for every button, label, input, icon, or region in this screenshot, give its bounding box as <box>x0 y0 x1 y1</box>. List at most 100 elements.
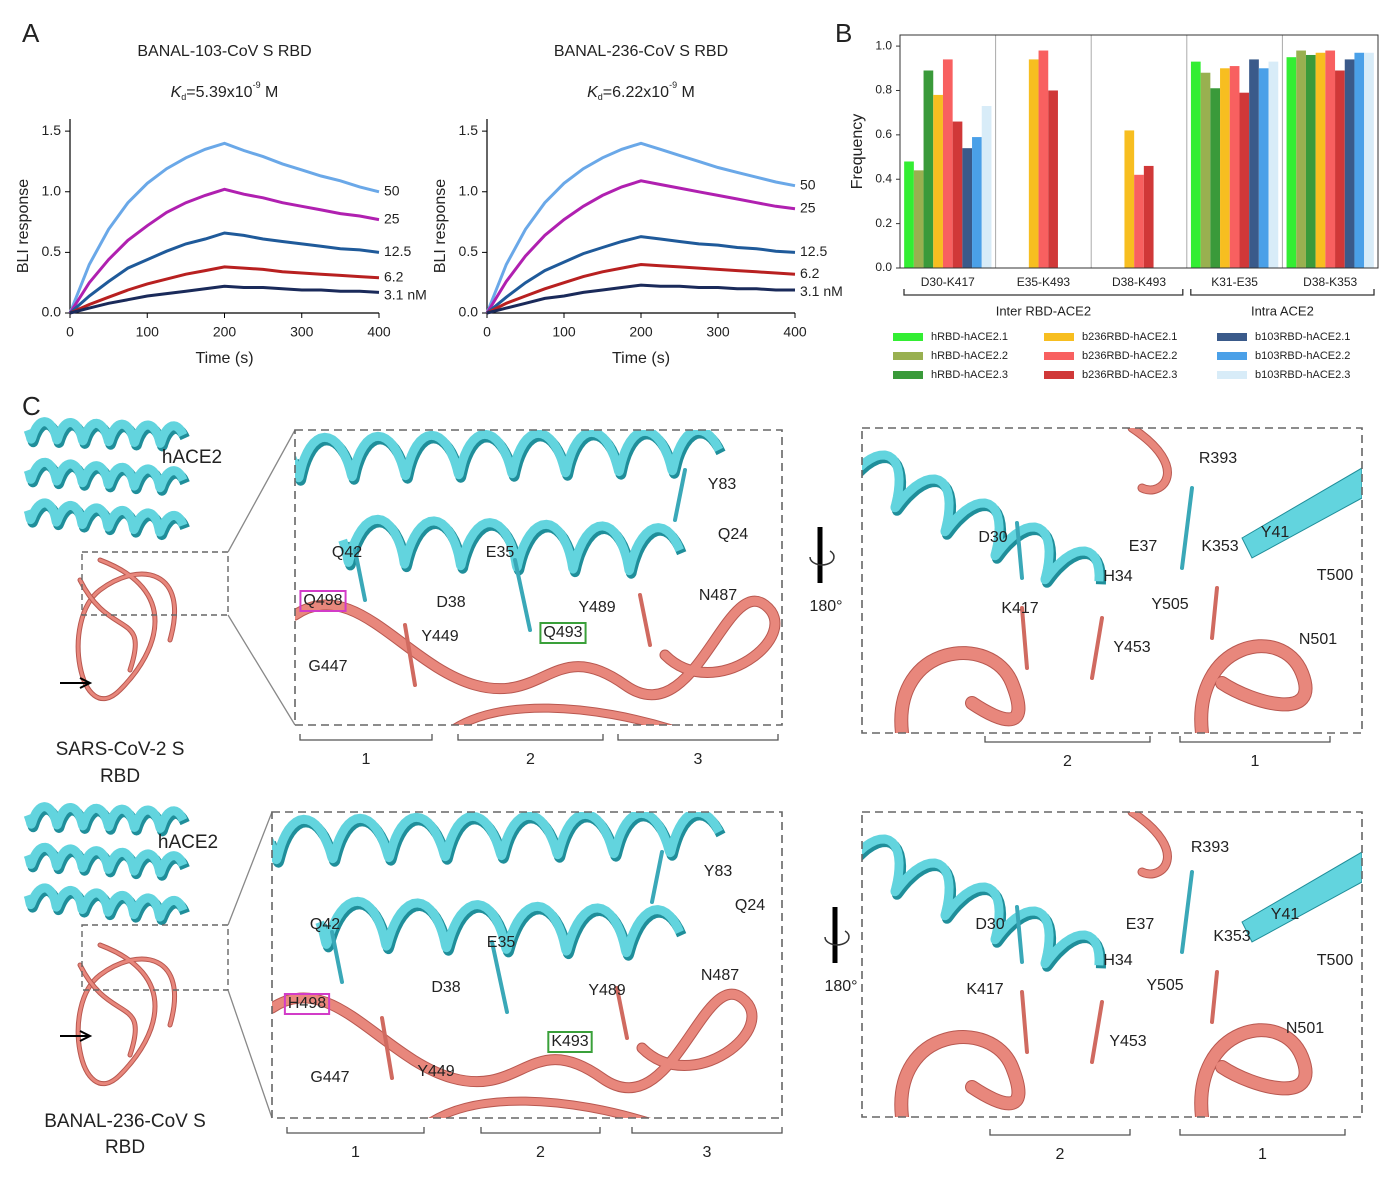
y-tick-label: 1.0 <box>42 182 62 198</box>
bar <box>1258 68 1269 269</box>
region-bracket <box>631 1127 783 1134</box>
arrow <box>60 1030 93 1042</box>
residue-label: Q24 <box>735 897 765 914</box>
series-label: 50 <box>384 182 400 198</box>
residue-label: N501 <box>1286 1020 1324 1037</box>
y-tick-label: 0.0 <box>459 304 479 320</box>
helix <box>338 514 684 576</box>
y-tick-label: 1.5 <box>459 122 479 138</box>
x-tick-label: 200 <box>629 324 653 340</box>
subtitle-part: =6.22x10 <box>603 84 669 101</box>
side-chain <box>1180 870 1194 954</box>
view-frame <box>861 811 1363 1118</box>
side-chain <box>1210 586 1219 640</box>
side-chain <box>1020 990 1029 1054</box>
region-bracket <box>984 736 1151 743</box>
series-label: 3.1 nM <box>384 287 427 303</box>
x-axis-label: Time (s) <box>612 350 670 367</box>
bar-chart: D30-K417 E35-K493 D38-K493 K31-E35 D38-K353 0… <box>849 34 1379 381</box>
series-label: 3.1 nM <box>800 283 843 299</box>
panel-label: A <box>22 18 40 48</box>
y-tick-label: 1.5 <box>42 122 62 138</box>
x-tick-label: 0 <box>483 324 491 340</box>
helix <box>23 498 188 537</box>
side-chain <box>638 593 652 647</box>
residue-label: R393 <box>1199 450 1237 467</box>
legend-swatch <box>1044 371 1074 379</box>
subtitle-part: -9 <box>253 80 261 90</box>
loop <box>895 1031 1025 1117</box>
bar <box>952 121 963 269</box>
structure-view <box>295 430 781 725</box>
side-chain <box>650 850 664 904</box>
bar <box>933 94 943 269</box>
helix <box>23 883 188 922</box>
residue-label: G447 <box>308 658 347 675</box>
subtitle-part: M <box>677 84 695 101</box>
bar <box>1134 174 1144 268</box>
subtitle-part: M <box>261 84 279 101</box>
bar <box>1335 70 1345 268</box>
bar <box>1286 57 1297 268</box>
residue-label: Y505 <box>1151 596 1188 613</box>
bar <box>1354 52 1365 268</box>
bar <box>1305 54 1316 268</box>
helix <box>23 842 188 878</box>
loop <box>76 558 177 701</box>
legend-swatch <box>1217 371 1247 379</box>
side-chain <box>1020 606 1029 670</box>
region-label: 1 <box>362 751 371 768</box>
bar <box>1344 59 1355 269</box>
view-frame <box>861 427 1363 734</box>
region-label: 2 <box>1063 753 1072 770</box>
y-tick-label: 0.6 <box>875 127 892 141</box>
bar <box>1190 61 1201 268</box>
overview-label: SARS-CoV-2 S <box>56 739 185 760</box>
region-label: 1 <box>351 1144 360 1161</box>
residue-label: Y453 <box>1113 639 1150 656</box>
bar <box>1210 88 1221 268</box>
legend-label: b236RBD-hACE2.2 <box>1082 350 1177 362</box>
residue-label: D38 <box>431 979 460 996</box>
residue-label: E37 <box>1126 916 1155 933</box>
structure-view <box>272 812 758 1118</box>
y-axis-label: Frequency <box>849 114 866 190</box>
overview-structure <box>23 802 190 1087</box>
legend-swatch <box>893 352 923 360</box>
residue-label: K417 <box>1001 600 1038 617</box>
bar <box>942 59 953 269</box>
line-chart: BANAL-103-CoV S RBD Kd=5.39x10-9 M 0.0 0.5 1… <box>15 43 427 367</box>
side-chain <box>615 986 629 1040</box>
bar <box>904 161 914 268</box>
series-line <box>486 235 796 315</box>
residue-label: Q493 <box>543 624 582 641</box>
bar <box>923 70 934 268</box>
bar <box>981 106 992 268</box>
series-line <box>68 141 380 314</box>
subtitle-part: K <box>587 84 599 101</box>
subtitle-part: d <box>598 92 603 102</box>
x-tick-label: 400 <box>367 324 391 340</box>
loop <box>295 596 780 699</box>
highlight-box <box>547 1031 593 1053</box>
line-chart: BANAL-236-CoV S RBD Kd=6.22x10-9 M 0.0 0.5 1… <box>432 43 843 367</box>
x-tick-label: 400 <box>783 324 807 340</box>
residue-label: H34 <box>1103 568 1132 585</box>
legend-label: b103RBD-hACE2.1 <box>1255 331 1350 343</box>
side-chain <box>513 558 532 632</box>
side-chain <box>1015 521 1024 580</box>
residue-label: Y489 <box>588 982 625 999</box>
overview-label: hACE2 <box>162 447 222 468</box>
strand <box>1241 851 1362 943</box>
chart-subtitle: Kd=5.39x10-9 M <box>171 80 279 102</box>
helix <box>272 812 723 865</box>
helix <box>23 457 188 493</box>
region-label: 3 <box>703 1144 712 1161</box>
legend-swatch <box>893 333 923 341</box>
subtitle-part: =5.39x10 <box>186 84 252 101</box>
loop <box>1195 640 1312 733</box>
loop <box>78 963 137 1057</box>
series-label: 25 <box>800 199 816 215</box>
helix <box>295 430 724 483</box>
